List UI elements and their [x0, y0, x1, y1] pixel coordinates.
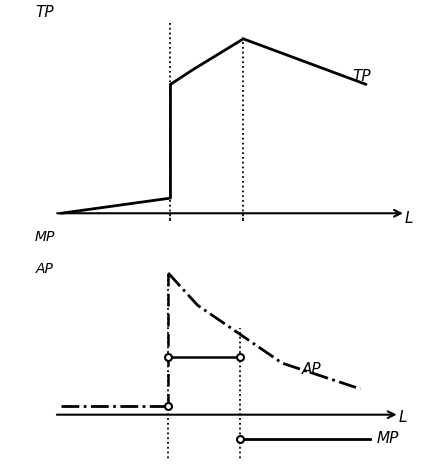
Text: AP: AP — [35, 262, 53, 276]
Text: MP: MP — [377, 431, 399, 447]
Text: MP: MP — [34, 230, 54, 244]
Text: TP: TP — [35, 5, 54, 20]
Text: TP: TP — [353, 69, 372, 84]
Text: L: L — [398, 410, 407, 425]
Text: L: L — [405, 211, 413, 227]
Text: AP: AP — [302, 362, 321, 377]
